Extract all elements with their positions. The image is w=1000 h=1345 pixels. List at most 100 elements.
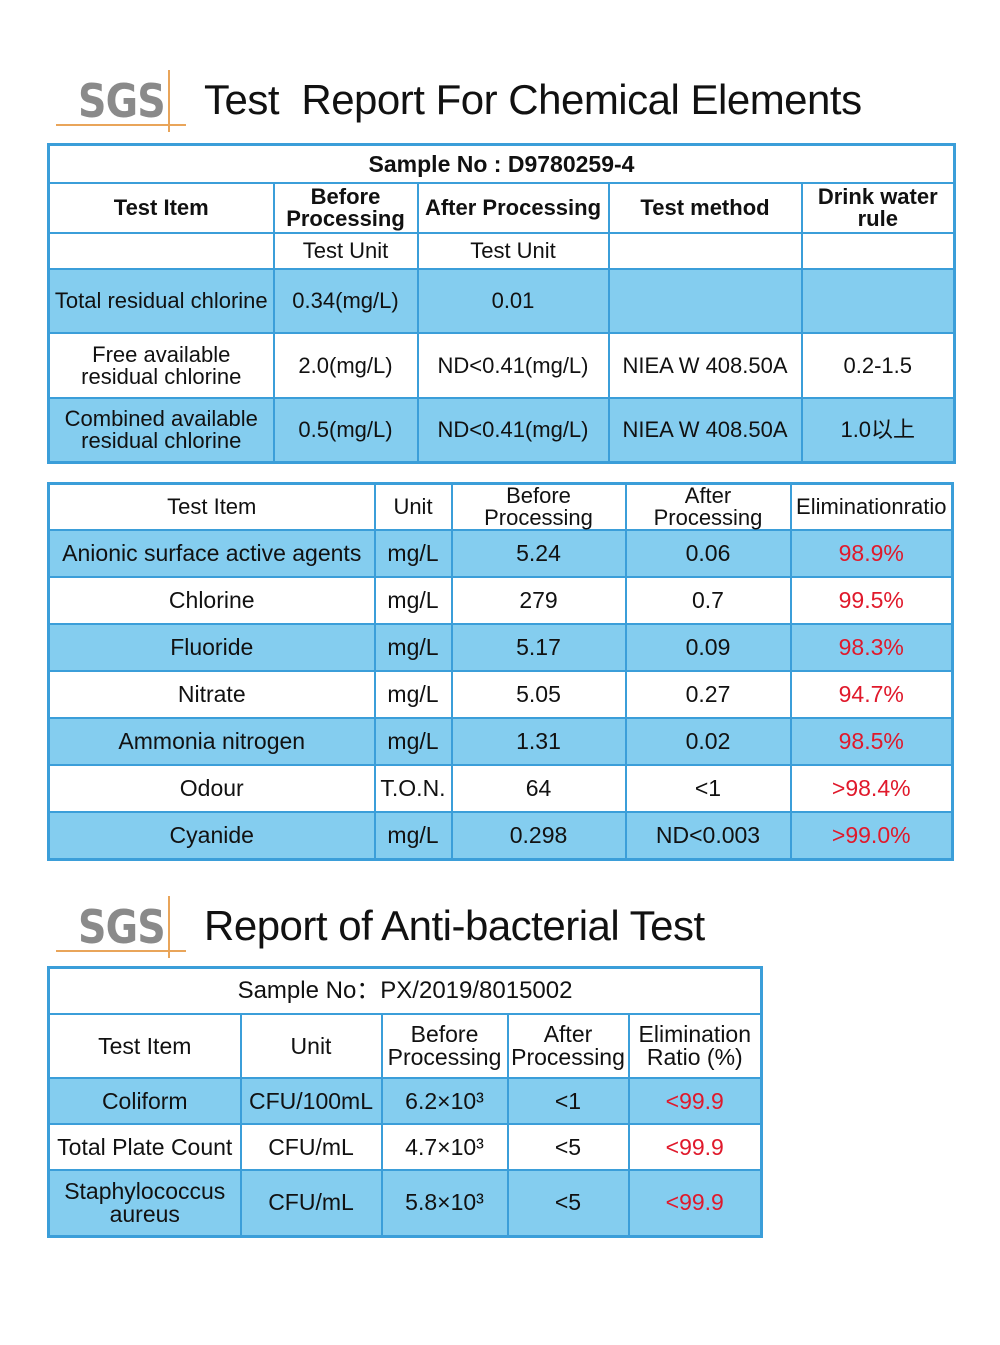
table-row: Staphylococcus aureus CFU/mL 5.8×10³ <5 … [47,1169,763,1237]
method-cell: NIEA W 408.50A [607,332,803,399]
sgs-logo: SGS [56,70,186,132]
header-test-item: Test Item [47,482,376,531]
method-cell [607,268,803,334]
after-value: 0.02 [624,717,792,766]
table-row: Cyanide mg/L 0.298 ND<0.003 >99.0% [47,811,954,861]
table-row: Odour T.O.N. 64 <1 >98.4% [47,764,954,813]
header-before-processing: Before Processing [450,482,627,531]
unit-cell: mg/L [373,529,453,578]
test-item-cell: Staphylococcus aureus [47,1169,242,1237]
unit-cell [607,232,803,270]
test-item-cell: Fluoride [47,623,376,672]
after-value: <1 [506,1077,630,1125]
before-value: 5.24 [450,529,627,578]
test-item-cell: Combined available residual chlorine [47,397,275,463]
after-value: 0.27 [624,670,792,719]
table-row: Fluoride mg/L 5.17 0.09 98.3% [47,623,954,672]
sample-number: Sample No：PX/2019/8015002 [47,966,763,1015]
before-value: 0.298 [450,811,627,861]
unit-cell: mg/L [373,811,453,861]
elimination-ratio: 98.5% [789,717,954,766]
test-item-cell: Odour [47,764,376,813]
after-value: <5 [506,1169,630,1237]
before-value: 5.8×10³ [380,1169,509,1237]
antibacterial-report-heading: SGS Report of Anti-bacterial Test [56,896,956,966]
unit-cell: mg/L [373,576,453,625]
elimination-ratio: >98.4% [789,764,954,813]
before-value: 0.34(mg/L) [272,268,419,334]
antibacterial-table: Sample No：PX/2019/8015002 Test Item Unit… [47,966,764,1238]
table-row: Coliform CFU/100mL 6.2×10³ <1 <99.9 [47,1077,763,1125]
elimination-ratio: <99.9 [627,1169,763,1237]
test-item-cell: Chlorine [47,576,376,625]
after-value: <1 [624,764,792,813]
table-row: Ammonia nitrogen mg/L 1.31 0.02 98.5% [47,717,954,766]
test-item-cell: Ammonia nitrogen [47,717,376,766]
unit-cell [800,232,956,270]
test-item-cell: Total Plate Count [47,1123,242,1171]
chemical-elements-table: Sample No : D9780259-4 Test Item Before … [47,143,957,464]
elimination-ratio: 98.3% [789,623,954,672]
unit-cell: CFU/mL [239,1123,383,1171]
elimination-ratio: >99.0% [789,811,954,861]
table-row: Total residual chlorine 0.34(mg/L) 0.01 [47,268,956,334]
unit-cell: mg/L [373,717,453,766]
header-elimination-ratio: Elimination Ratio (%) [627,1013,763,1079]
before-value: 0.5(mg/L) [272,397,419,463]
rule-cell [800,268,956,334]
header-unit: Unit [373,482,453,531]
header-before-processing: Before Processing [272,182,419,234]
before-value: 279 [450,576,627,625]
elimination-ratio-table: Test Item Unit Before Processing After P… [47,482,954,861]
header-test-item: Test Item [47,1013,242,1079]
table-row: Chlorine mg/L 279 0.7 99.5% [47,576,954,625]
before-value: 4.7×10³ [380,1123,509,1171]
unit-cell: Test Unit [272,232,419,270]
unit-cell: CFU/mL [239,1169,383,1237]
elimination-ratio: <99.9 [627,1077,763,1125]
table-row: Free available residual chlorine 2.0(mg/… [47,332,956,399]
elimination-ratio: 99.5% [789,576,954,625]
test-item-cell: Total residual chlorine [47,268,275,334]
header-test-item: Test Item [47,182,275,234]
table-row: Combined available residual chlorine 0.5… [47,397,956,463]
after-value: <5 [506,1123,630,1171]
header-before-processing: Before Processing [380,1013,509,1079]
before-value: 64 [450,764,627,813]
unit-cell: T.O.N. [373,764,453,813]
test-item-cell: Nitrate [47,670,376,719]
test-item-cell: Coliform [47,1077,242,1125]
unit-cell: CFU/100mL [239,1077,383,1125]
header-drink-water-rule: Drink water rule [800,182,956,234]
before-value: 5.17 [450,623,627,672]
test-item-cell: Anionic surface active agents [47,529,376,578]
chemical-report-heading: SGS Test Report For Chemical Elements [56,70,956,140]
before-value: 2.0(mg/L) [272,332,419,399]
after-value: 0.7 [624,576,792,625]
rule-cell: 0.2-1.5 [800,332,956,399]
table-row: Anionic surface active agents mg/L 5.24 … [47,529,954,578]
header-after-processing: After Processing [506,1013,630,1079]
after-value: 0.09 [624,623,792,672]
table-row: Total Plate Count CFU/mL 4.7×10³ <5 <99.… [47,1123,763,1171]
header-elimination-ratio: Eliminationratio [789,482,954,531]
after-value: ND<0.41(mg/L) [416,397,610,463]
before-value: 5.05 [450,670,627,719]
header-test-method: Test method [607,182,803,234]
header-after-processing: After Processing [416,182,610,234]
after-value: ND<0.41(mg/L) [416,332,610,399]
before-value: 1.31 [450,717,627,766]
unit-cell: Test Unit [416,232,610,270]
test-item-cell: Free available residual chlorine [47,332,275,399]
after-value: ND<0.003 [624,811,792,861]
header-unit: Unit [239,1013,383,1079]
sgs-logo: SGS [56,896,186,958]
chemical-report-title: Test Report For Chemical Elements [204,76,862,123]
unit-cell: mg/L [373,623,453,672]
elimination-ratio: 94.7% [789,670,954,719]
method-cell: NIEA W 408.50A [607,397,803,463]
test-item-cell: Cyanide [47,811,376,861]
rule-cell: 1.0以上 [800,397,956,463]
table-row: Nitrate mg/L 5.05 0.27 94.7% [47,670,954,719]
header-after-processing: After Processing [624,482,792,531]
